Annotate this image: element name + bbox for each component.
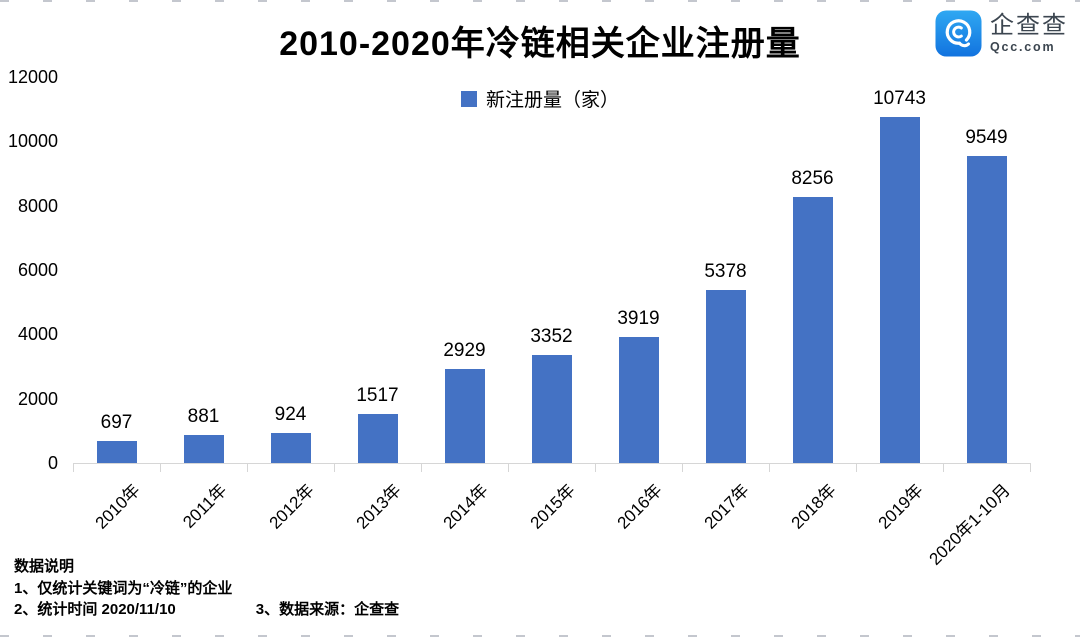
bar-slot: 5378 <box>682 77 769 463</box>
x-axis-label: 2013年 <box>352 480 405 533</box>
qcc-logo: 企查查 Qcc.com <box>935 10 1068 57</box>
bar <box>792 197 833 463</box>
x-axis-line <box>73 463 1031 464</box>
x-tick <box>855 463 857 472</box>
x-axis-label: 2018年 <box>787 480 840 533</box>
bar-slot: 881 <box>160 77 247 463</box>
bar-value-label: 881 <box>187 405 220 427</box>
x-axis-label: 2012年 <box>265 480 318 533</box>
y-tick-label: 0 <box>47 453 58 473</box>
x-tick <box>507 463 509 472</box>
y-tick-label: 10000 <box>7 131 58 152</box>
x-tick <box>159 463 161 472</box>
qcc-logo-text: 企查查 Qcc.com <box>990 13 1068 54</box>
footnote-2b: 3、数据来源：企查查 <box>255 601 400 618</box>
bar <box>618 336 659 463</box>
footnote-2a: 2、统计时间 2020/11/10 <box>14 601 176 618</box>
bar-value-label: 10743 <box>873 88 926 110</box>
bar-slot: 1517 <box>334 77 421 463</box>
bar <box>444 368 485 463</box>
bar <box>183 434 224 463</box>
qcc-logo-icon <box>935 10 982 57</box>
bar-value-label: 697 <box>100 411 133 433</box>
bar <box>357 414 398 463</box>
top-dashed-border <box>0 0 1080 2</box>
y-tick-label: 4000 <box>17 324 58 345</box>
bar <box>270 433 311 463</box>
footnotes: 数据说明 1、仅统计关键词为“冷链”的企业 2、统计时间 2020/11/10 3… <box>14 556 399 621</box>
bar <box>531 355 572 463</box>
x-axis-label: 2010年 <box>91 480 144 533</box>
bar-slot: 9549 <box>943 77 1030 463</box>
x-axis-label: 2017年 <box>700 480 753 533</box>
footnote-1: 1、仅统计关键词为“冷链”的企业 <box>14 579 233 597</box>
bar-slot: 2929 <box>421 77 508 463</box>
qcc-logo-name: 企查查 <box>990 11 1068 39</box>
x-tick <box>246 463 248 472</box>
bar-slot: 697 <box>73 77 160 463</box>
x-axis-label: 2020年1-10月 <box>925 480 1014 569</box>
x-tick <box>768 463 770 472</box>
x-tick <box>1029 463 1031 472</box>
bar-value-label: 2929 <box>443 339 486 361</box>
bar <box>879 117 920 463</box>
y-tick-label: 8000 <box>17 195 58 216</box>
bar-slot: 3919 <box>595 77 682 463</box>
plot-area: 697 881 924 1517 2929 3352 3919 5378 8256 10743 95… <box>73 77 1030 463</box>
bar-value-label: 8256 <box>791 168 834 190</box>
bar-slot: 8256 <box>769 77 856 463</box>
legend-label: 新注册量（家） <box>485 90 619 111</box>
x-tick <box>942 463 944 472</box>
y-axis-labels: 0 2000 4000 6000 8000 10000 12000 <box>0 0 58 638</box>
x-tick <box>72 463 74 472</box>
bar <box>96 440 137 463</box>
qcc-logo-domain: Qcc.com <box>990 40 1056 55</box>
bar-value-label: 3352 <box>530 326 573 348</box>
bar-value-label: 9549 <box>965 126 1008 148</box>
bar-value-label: 924 <box>274 404 307 426</box>
bar-value-label: 3919 <box>617 307 660 329</box>
bar-slot: 10743 <box>856 77 943 463</box>
x-tick <box>333 463 335 472</box>
bar-slot: 924 <box>247 77 334 463</box>
y-tick-label: 2000 <box>17 388 58 409</box>
x-axis-label: 2015年 <box>526 480 579 533</box>
x-tick <box>420 463 422 472</box>
footnote-heading: 数据说明 <box>14 558 75 575</box>
y-tick-label: 12000 <box>7 67 58 87</box>
chart-title: 2010-2020年冷链相关企业注册量 <box>279 25 801 63</box>
x-axis-label: 2011年 <box>179 480 231 532</box>
legend-color-swatch <box>460 90 477 107</box>
bar <box>705 290 746 463</box>
footnote-2: 2、统计时间 2020/11/10 3、数据来源：企查查 <box>14 599 399 621</box>
bottom-dashed-border <box>0 635 1080 637</box>
x-tick <box>681 463 683 472</box>
x-tick <box>594 463 596 472</box>
x-axis-label: 2019年 <box>874 480 927 533</box>
bar-value-label: 1517 <box>356 385 399 407</box>
chart-legend: 新注册量（家） <box>0 85 1080 112</box>
x-axis-label: 2014年 <box>439 480 492 533</box>
bar-value-label: 5378 <box>704 261 747 283</box>
y-tick-label: 6000 <box>17 260 58 280</box>
bar <box>966 155 1007 463</box>
bar-slot: 3352 <box>508 77 595 463</box>
x-axis-label: 2016年 <box>613 480 666 533</box>
